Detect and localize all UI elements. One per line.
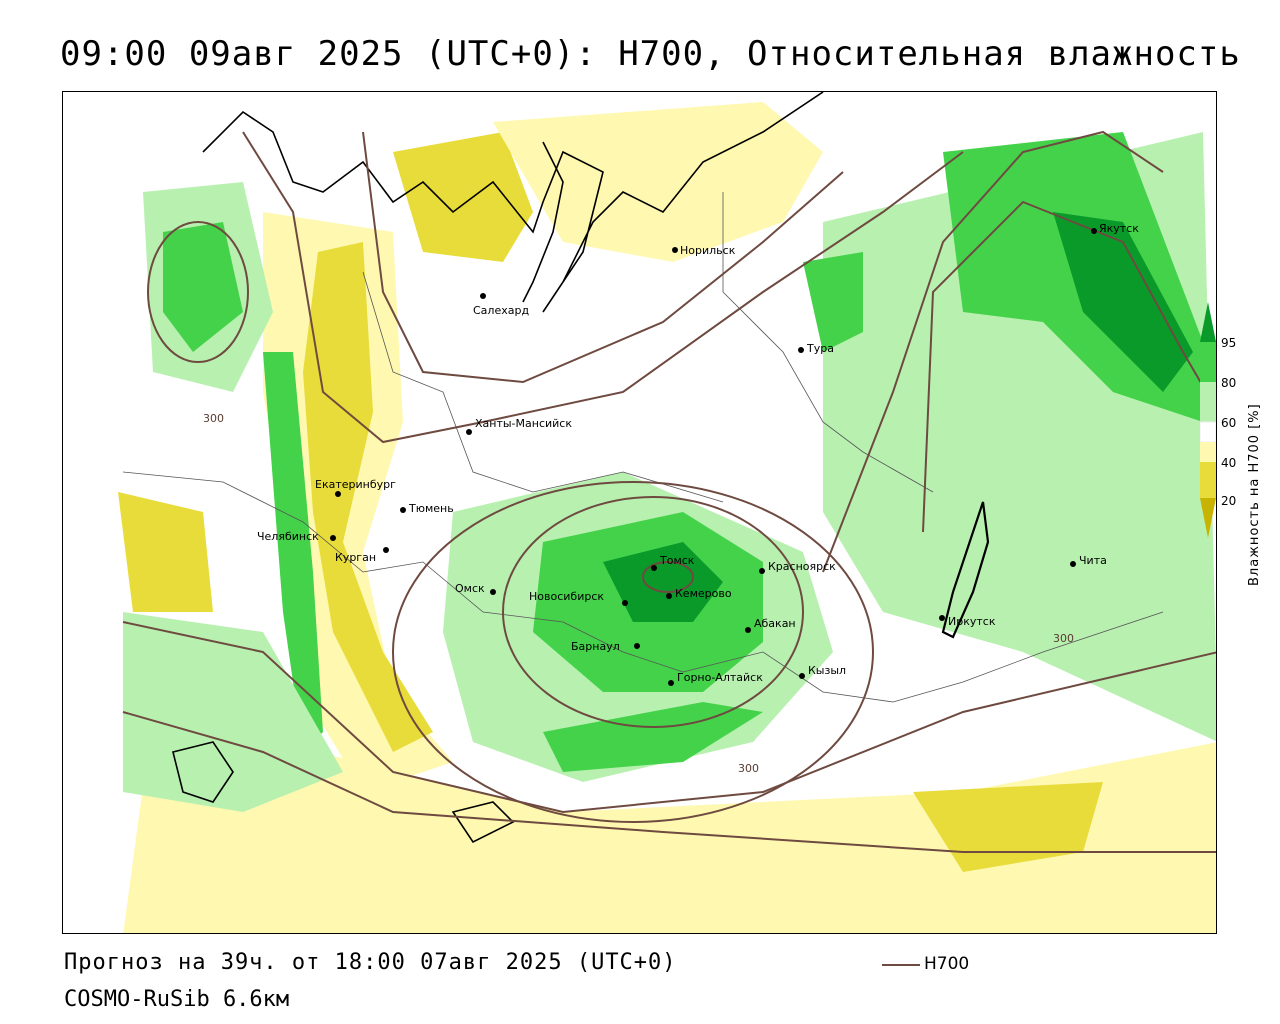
humidity-area-east-wettest <box>1053 212 1193 392</box>
colorbar-tick-60: 60 <box>1221 416 1237 430</box>
admin-borders <box>122 192 1164 703</box>
city-salekhard: Салехард <box>473 293 529 317</box>
svg-text:Кемерово: Кемерово <box>675 587 732 600</box>
city-omsk: Омск <box>455 582 496 595</box>
contour-low-west <box>147 221 249 363</box>
contour-low-cyclone-inner <box>642 561 694 593</box>
contour-east-trough-2 <box>922 200 1216 533</box>
svg-text:Челябинск: Челябинск <box>257 530 319 543</box>
geography-lines <box>172 92 990 844</box>
isoline-label-south: 300 <box>738 762 759 775</box>
contour-east-trough <box>822 130 1164 573</box>
svg-text:Якутск: Якутск <box>1099 222 1139 235</box>
city-gorno-altaysk: Горно-Алтайск <box>668 671 763 686</box>
h700-legend-line <box>882 964 920 966</box>
city-krasnoyarsk: Красноярск <box>759 560 836 574</box>
humidity-field <box>63 92 1216 933</box>
map-title: 09:00 09авг 2025 (UTC+0): H700, Относите… <box>60 34 1241 74</box>
svg-text:Тура: Тура <box>806 342 834 355</box>
city-khanty-mansiysk: Ханты-Мансийск <box>466 417 572 435</box>
city-yakutsk: Якутск <box>1091 222 1139 235</box>
svg-text:Норильск: Норильск <box>680 244 736 257</box>
model-name: COSMO-RuSib 6.6км <box>64 987 290 1012</box>
colorbar-80-95 <box>1200 342 1216 382</box>
city-tomsk: Томск <box>651 554 695 571</box>
h700-contours <box>122 130 1216 853</box>
arctic-coastline <box>202 92 824 313</box>
contour-south-1 <box>122 621 1216 814</box>
svg-text:Омск: Омск <box>455 582 485 595</box>
humidity-area-dry-north <box>393 132 533 262</box>
city-irkutsk: Иркутск <box>939 615 996 628</box>
colorbar-tick-80: 80 <box>1221 376 1237 390</box>
svg-text:Новосибирск: Новосибирск <box>529 590 604 603</box>
city-barnaul: Барнаул <box>571 640 640 653</box>
svg-text:Екатеринбург: Екатеринбург <box>315 478 396 491</box>
city-markers: Якутск Норильск Салехард Тура Ханты-Манс… <box>257 222 1139 686</box>
city-abakan: Абакан <box>745 617 796 633</box>
humidity-area-north-yellow <box>493 102 823 262</box>
humidity-area-dry-west <box>303 242 433 752</box>
svg-text:Абакан: Абакан <box>754 617 796 630</box>
caspian-outline <box>172 741 234 803</box>
humidity-area-cyclone-core <box>603 542 723 622</box>
humidity-area-band-west <box>263 352 323 752</box>
humidity-area-south <box>123 712 1216 933</box>
city-kyzyl: Кызыл <box>799 664 846 679</box>
contour-south-2 <box>122 711 1216 853</box>
humidity-area-south-dry <box>913 782 1103 872</box>
svg-text:Салехард: Салехард <box>473 304 529 317</box>
contour-low-cyclone-outer <box>392 481 874 823</box>
colorbar-20-40 <box>1200 462 1216 498</box>
colorbar-tick-95: 95 <box>1221 336 1237 350</box>
svg-text:Иркутск: Иркутск <box>948 615 996 628</box>
colorbar-50-60 <box>1200 421 1216 443</box>
contour-ridge-2 <box>362 131 844 384</box>
baikal-outline <box>941 501 990 639</box>
humidity-area-tura <box>803 252 863 352</box>
svg-text:Барнаул: Барнаул <box>571 640 620 653</box>
colorbar-tick-20: 20 <box>1221 494 1237 508</box>
isoline-label-east: 300 <box>1053 632 1074 645</box>
city-chelyabinsk: Челябинск <box>257 530 336 543</box>
svg-text:Горно-Алтайск: Горно-Алтайск <box>677 671 763 684</box>
city-novosibirsk: Новосибирск <box>529 590 628 606</box>
contour-ridge-1 <box>242 131 964 444</box>
balkhash-outline <box>451 801 515 844</box>
humidity-area-nw-wet <box>163 222 243 352</box>
svg-text:Курган: Курган <box>335 551 376 564</box>
colorbar-40-50 <box>1200 442 1216 462</box>
isoline-label-west: 300 <box>203 412 224 425</box>
colorbar-below-20 <box>1200 498 1216 538</box>
city-yekaterinburg: Екатеринбург <box>315 478 396 497</box>
city-tura: Тура <box>798 342 834 355</box>
city-kemerovo: Кемерово <box>666 587 732 600</box>
city-kurgan: Курган <box>335 547 389 564</box>
svg-text:Тюмень: Тюмень <box>408 502 454 515</box>
svg-text:Ханты-Мансийск: Ханты-Мансийск <box>475 417 572 430</box>
city-chita: Чита <box>1070 554 1107 567</box>
colorbar-title: Влажность на H700 [%] <box>1247 403 1262 586</box>
city-tyumen: Тюмень <box>400 502 454 515</box>
humidity-colorbar <box>1200 302 1216 538</box>
humidity-area-sw-moist <box>123 612 343 812</box>
h700-legend-label: H700 <box>924 954 970 974</box>
yamal-coastline <box>522 141 564 303</box>
svg-text:Кызыл: Кызыл <box>808 664 846 677</box>
svg-text:Томск: Томск <box>659 554 695 567</box>
colorbar-above-95 <box>1200 302 1216 342</box>
svg-text:Красноярск: Красноярск <box>768 560 836 573</box>
forecast-info: Прогноз на 39ч. от 18:00 07авг 2025 (UTC… <box>64 950 677 975</box>
map-canvas: 300 300 300 Якутск Норильск Салехард Тур… <box>63 92 1216 933</box>
svg-text:Чита: Чита <box>1079 554 1107 567</box>
weather-map: 300 300 300 Якутск Норильск Салехард Тур… <box>62 91 1217 934</box>
colorbar-60-80 <box>1200 382 1216 422</box>
colorbar-tick-40: 40 <box>1221 456 1237 470</box>
humidity-area-west-dry <box>118 492 213 612</box>
city-norilsk: Норильск <box>672 244 736 257</box>
contour-low-cyclone-mid <box>502 496 804 728</box>
